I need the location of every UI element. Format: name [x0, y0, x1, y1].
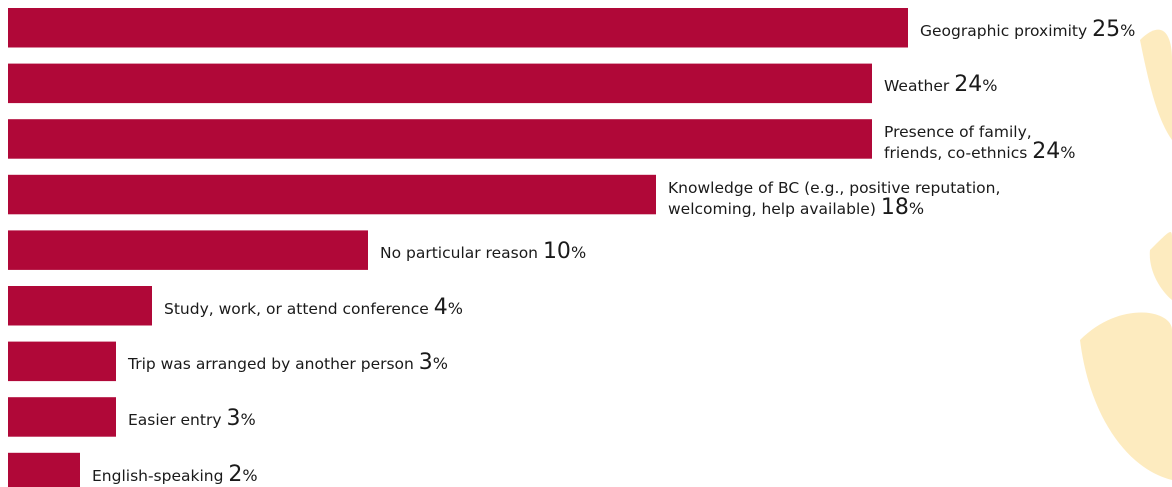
bar-label-6: Trip was arranged by another person 3% — [128, 350, 448, 376]
unit-label: % — [242, 465, 258, 485]
bars-group — [8, 8, 908, 487]
bar-3 — [8, 174, 656, 215]
unit-label: % — [570, 243, 587, 263]
bar-8 — [8, 452, 80, 487]
value-label: 25 — [1092, 16, 1121, 42]
category-label: Knowledge of BC (e.g., positive reputati… — [668, 178, 1001, 197]
value-label: 24 — [1032, 138, 1061, 164]
bar-label-line: Easier entry 3% — [128, 405, 256, 431]
unit-label: % — [432, 354, 448, 374]
unit-label: % — [240, 409, 256, 429]
value-label: 10 — [542, 239, 571, 265]
bar-0 — [8, 8, 908, 48]
value-label: 24 — [954, 72, 983, 98]
bar-label-line: No particular reason 10% — [380, 239, 587, 265]
bar-5 — [8, 286, 152, 326]
bar-label-3: Knowledge of BC (e.g., positive reputati… — [668, 178, 1000, 219]
background-decoration — [1080, 29, 1172, 480]
unit-label: % — [908, 198, 925, 218]
bar-label-line: friends, co-ethnics 24% — [884, 138, 1076, 164]
bar-label-line: Knowledge of BC (e.g., positive reputati… — [668, 178, 1000, 198]
bar-6 — [8, 341, 116, 382]
bar-label-7: Easier entry 3% — [128, 405, 256, 431]
value-label: 3 — [226, 405, 241, 431]
category-label: Presence of family, — [884, 122, 1032, 141]
bar-label-line: Geographic proximity 25% — [920, 16, 1136, 42]
bar-label-line: welcoming, help available) 18% — [668, 194, 1000, 220]
bar-4 — [8, 230, 368, 270]
bar-label-5: Study, work, or attend conference 4% — [164, 294, 463, 320]
value-label: 2 — [228, 461, 243, 487]
category-label: Geographic proximity — [920, 21, 1088, 40]
bar-1 — [8, 63, 872, 104]
category-label: Easier entry — [128, 410, 222, 429]
decoration-shape-0 — [1140, 29, 1172, 140]
unit-label: % — [1060, 142, 1076, 162]
category-label: Weather — [884, 77, 950, 96]
value-label: 3 — [418, 350, 433, 376]
unit-label: % — [1120, 20, 1136, 40]
unit-label: % — [447, 298, 463, 318]
category-label: Trip was arranged by another person — [128, 355, 414, 374]
bar-label-1: Weather 24% — [884, 72, 998, 98]
bar-label-8: English-speaking 2% — [92, 461, 258, 487]
bar-7 — [8, 397, 116, 437]
category-label: No particular reason — [380, 244, 538, 263]
decoration-shape-1 — [1149, 231, 1172, 300]
decoration-shape-2 — [1080, 312, 1172, 480]
category-label: English-speaking — [92, 466, 224, 485]
value-label: 18 — [880, 194, 909, 220]
category-label: friends, co-ethnics — [884, 143, 1028, 162]
value-label: 4 — [433, 294, 448, 320]
category-label: Study, work, or attend conference — [164, 299, 429, 318]
bar-2 — [8, 119, 872, 159]
bar-label-line: English-speaking 2% — [92, 461, 258, 487]
bar-label-line: Presence of family, — [884, 122, 1075, 142]
bar-label-line: Study, work, or attend conference 4% — [164, 294, 463, 320]
bar-label-2: Presence of family, friends, co-ethnics 2… — [884, 122, 1075, 163]
bar-label-0: Geographic proximity 25% — [920, 16, 1136, 42]
bar-label-4: No particular reason 10% — [380, 239, 587, 265]
bar-label-line: Weather 24% — [884, 72, 998, 98]
unit-label: % — [982, 76, 998, 96]
category-label: welcoming, help available) — [668, 199, 876, 218]
bar-label-line: Trip was arranged by another person 3% — [128, 350, 448, 376]
